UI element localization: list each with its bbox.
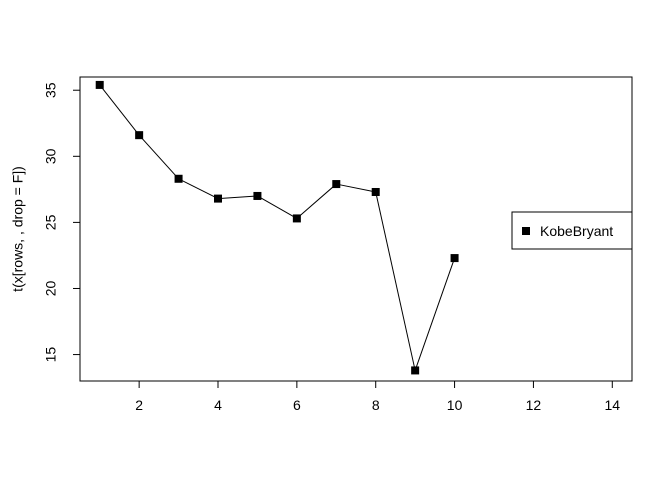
legend-box [511,211,633,250]
y-axis-title: t(x[rows, , drop = F]) [10,166,26,292]
x-tick-label: 10 [447,397,463,413]
y-tick-label: 15 [43,347,59,363]
data-point [174,174,183,183]
legend: KobeBryant [511,211,633,250]
series-segment [257,195,298,219]
series-segment [217,195,258,200]
data-point [450,254,459,263]
series-segment [178,178,219,200]
x-tick-label: 14 [604,397,620,413]
y-axis: 15 20 25 30 35 [43,82,81,363]
x-tick-label: 4 [214,397,222,413]
data-point [253,191,262,200]
data-point [411,366,420,375]
x-axis: 2 4 6 8 10 12 14 [135,380,620,413]
legend-label: KobeBryant [540,223,613,239]
series-segment [414,257,456,371]
data-point [135,131,144,140]
x-tick-label: 12 [526,397,542,413]
data-point [95,80,104,89]
series-layer [95,80,459,375]
x-tick-label: 8 [372,397,380,413]
y-tick-label: 20 [43,280,59,296]
series-segment [296,183,337,219]
legend-marker [522,227,530,235]
data-point [214,194,222,203]
y-tick-label: 35 [43,82,59,98]
series-segment [138,134,179,180]
x-tick-label: 2 [135,397,143,413]
data-point [292,214,301,223]
series-segment [99,84,140,136]
series-segment [375,191,416,371]
data-point [371,187,380,196]
y-tick-label: 25 [43,214,59,230]
x-tick-label: 6 [293,397,301,413]
y-tick-label: 30 [43,148,59,164]
series-segment [336,183,376,193]
data-point [332,180,341,189]
